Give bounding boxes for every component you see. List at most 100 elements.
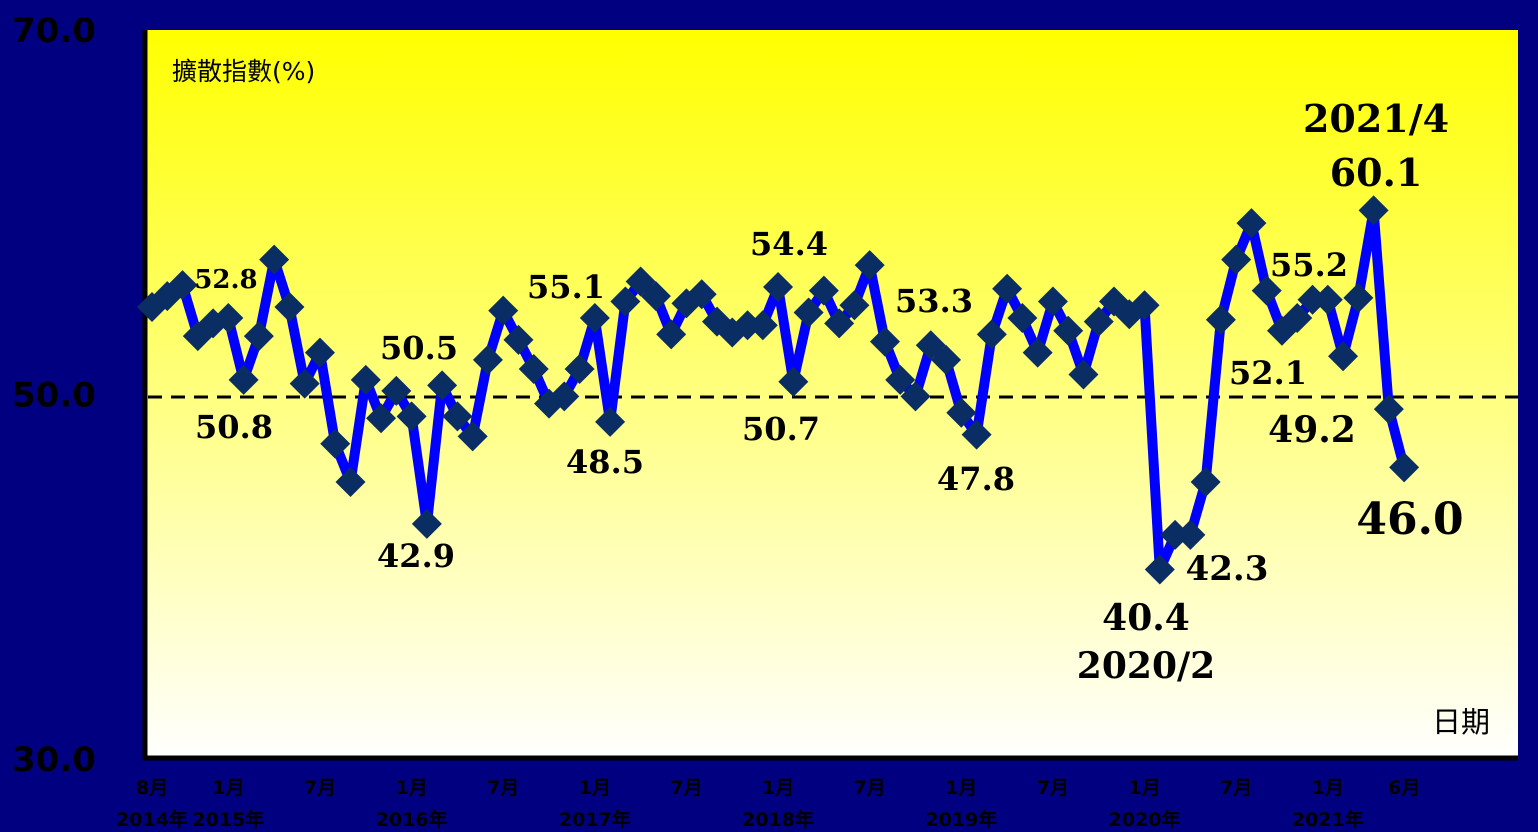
data-point-marker [1037, 286, 1068, 317]
data-point-marker [427, 370, 458, 401]
data-label: 55.1 [527, 268, 605, 306]
data-label: 50.8 [195, 408, 273, 446]
data-point-marker [1160, 519, 1191, 550]
data-label: 55.2 [1270, 246, 1348, 284]
data-label: 42.3 [1186, 549, 1269, 589]
data-point-marker [1129, 290, 1160, 321]
x-tick-month: 7月 [1037, 777, 1069, 799]
x-tick-month: 7月 [854, 777, 886, 799]
x-tick-year: 2020年 [1109, 808, 1181, 831]
data-point-marker [320, 428, 351, 459]
x-tick-month: 7月 [670, 777, 702, 799]
data-point-marker [289, 368, 320, 399]
y-tick-label: 70.0 [12, 11, 96, 51]
data-point-marker [335, 466, 366, 497]
data-point-marker [366, 403, 397, 434]
x-tick-month: 1月 [1312, 777, 1344, 799]
data-point-marker [778, 366, 809, 397]
data-point-marker [992, 273, 1023, 304]
data-point-marker [503, 324, 534, 355]
x-tick-month: 1月 [212, 777, 244, 799]
data-point-marker [1144, 554, 1175, 585]
data-label: 53.3 [895, 282, 973, 320]
data-point-marker [1190, 466, 1221, 497]
data-label: 50.5 [380, 329, 458, 367]
data-point-marker [274, 292, 305, 323]
data-label: 52.8 [194, 265, 257, 295]
data-point-marker [976, 319, 1007, 350]
data-point-marker [488, 295, 519, 326]
x-tick-month: 7月 [304, 777, 336, 799]
x-tick-month: 1月 [1128, 777, 1160, 799]
data-label: 40.4 [1102, 597, 1190, 639]
data-point-marker [763, 271, 794, 302]
data-point-marker [961, 419, 992, 450]
data-point-marker [640, 281, 671, 312]
data-label: 46.0 [1356, 494, 1463, 545]
data-point-marker [931, 344, 962, 375]
data-label: 47.8 [937, 460, 1015, 498]
data-point-marker [1373, 394, 1404, 425]
data-point-marker [213, 302, 244, 333]
data-point-marker [1205, 304, 1236, 335]
data-point-marker [518, 353, 549, 384]
data-point-marker [350, 364, 381, 395]
data-point-marker [228, 364, 259, 395]
data-point-marker [457, 421, 488, 452]
data-point-marker [686, 279, 717, 310]
data-point-marker [1343, 282, 1374, 313]
data-point-marker [946, 397, 977, 428]
x-tick-month: 7月 [1220, 777, 1252, 799]
data-point-marker [595, 406, 626, 437]
y-tick-label: 50.0 [12, 376, 96, 416]
x-tick-year: 2014年 [116, 808, 188, 831]
data-point-marker [259, 244, 290, 275]
data-point-marker [808, 275, 839, 306]
x-tick-month: 8月 [136, 777, 168, 799]
data-point-marker [610, 286, 641, 317]
data-point-marker [1022, 337, 1053, 368]
data-point-marker [869, 326, 900, 357]
data-label: 50.7 [742, 410, 820, 448]
data-point-marker [1282, 302, 1313, 333]
data-label: 60.1 [1330, 150, 1423, 195]
data-point-marker [411, 508, 442, 539]
x-tick-year: 2016年 [376, 808, 448, 831]
data-point-marker [381, 375, 412, 406]
x-tick-year: 2021年 [1292, 808, 1364, 831]
x-axis-label: 日期 [1432, 705, 1490, 739]
data-point-marker [824, 308, 855, 339]
data-point-marker [442, 401, 473, 432]
data-label: 2021/4 [1303, 96, 1449, 141]
data-point-marker [1175, 519, 1206, 550]
data-label: 52.1 [1229, 354, 1307, 392]
x-tick-month: 1月 [762, 777, 794, 799]
data-label: 48.5 [566, 443, 644, 481]
data-point-marker [1251, 275, 1282, 306]
y-tick-label: 30.0 [12, 740, 96, 780]
data-point-marker [1328, 341, 1359, 372]
x-tick-year: 2019年 [925, 808, 997, 831]
x-tick-month: 1月 [395, 777, 427, 799]
data-point-marker [167, 270, 198, 301]
data-point-marker [243, 321, 274, 352]
data-point-marker [1083, 306, 1114, 337]
data-point-marker [839, 290, 870, 321]
data-point-marker [1221, 244, 1252, 275]
data-point-marker [732, 310, 763, 341]
data-label: 49.2 [1268, 409, 1356, 451]
data-point-marker [549, 381, 580, 412]
data-point-marker [1312, 284, 1343, 315]
data-point-marker [1297, 284, 1328, 315]
data-point-marker [1358, 195, 1389, 226]
x-tick-month: 7月 [487, 777, 519, 799]
data-point-marker [900, 381, 931, 412]
x-tick-month: 6月 [1388, 777, 1420, 799]
data-point-marker [1007, 302, 1038, 333]
data-point-marker [854, 250, 885, 281]
data-label: 42.9 [377, 537, 455, 575]
y-axis-label: 擴散指數(%) [172, 57, 315, 86]
data-point-marker [1053, 315, 1084, 346]
data-point-marker [396, 401, 427, 432]
